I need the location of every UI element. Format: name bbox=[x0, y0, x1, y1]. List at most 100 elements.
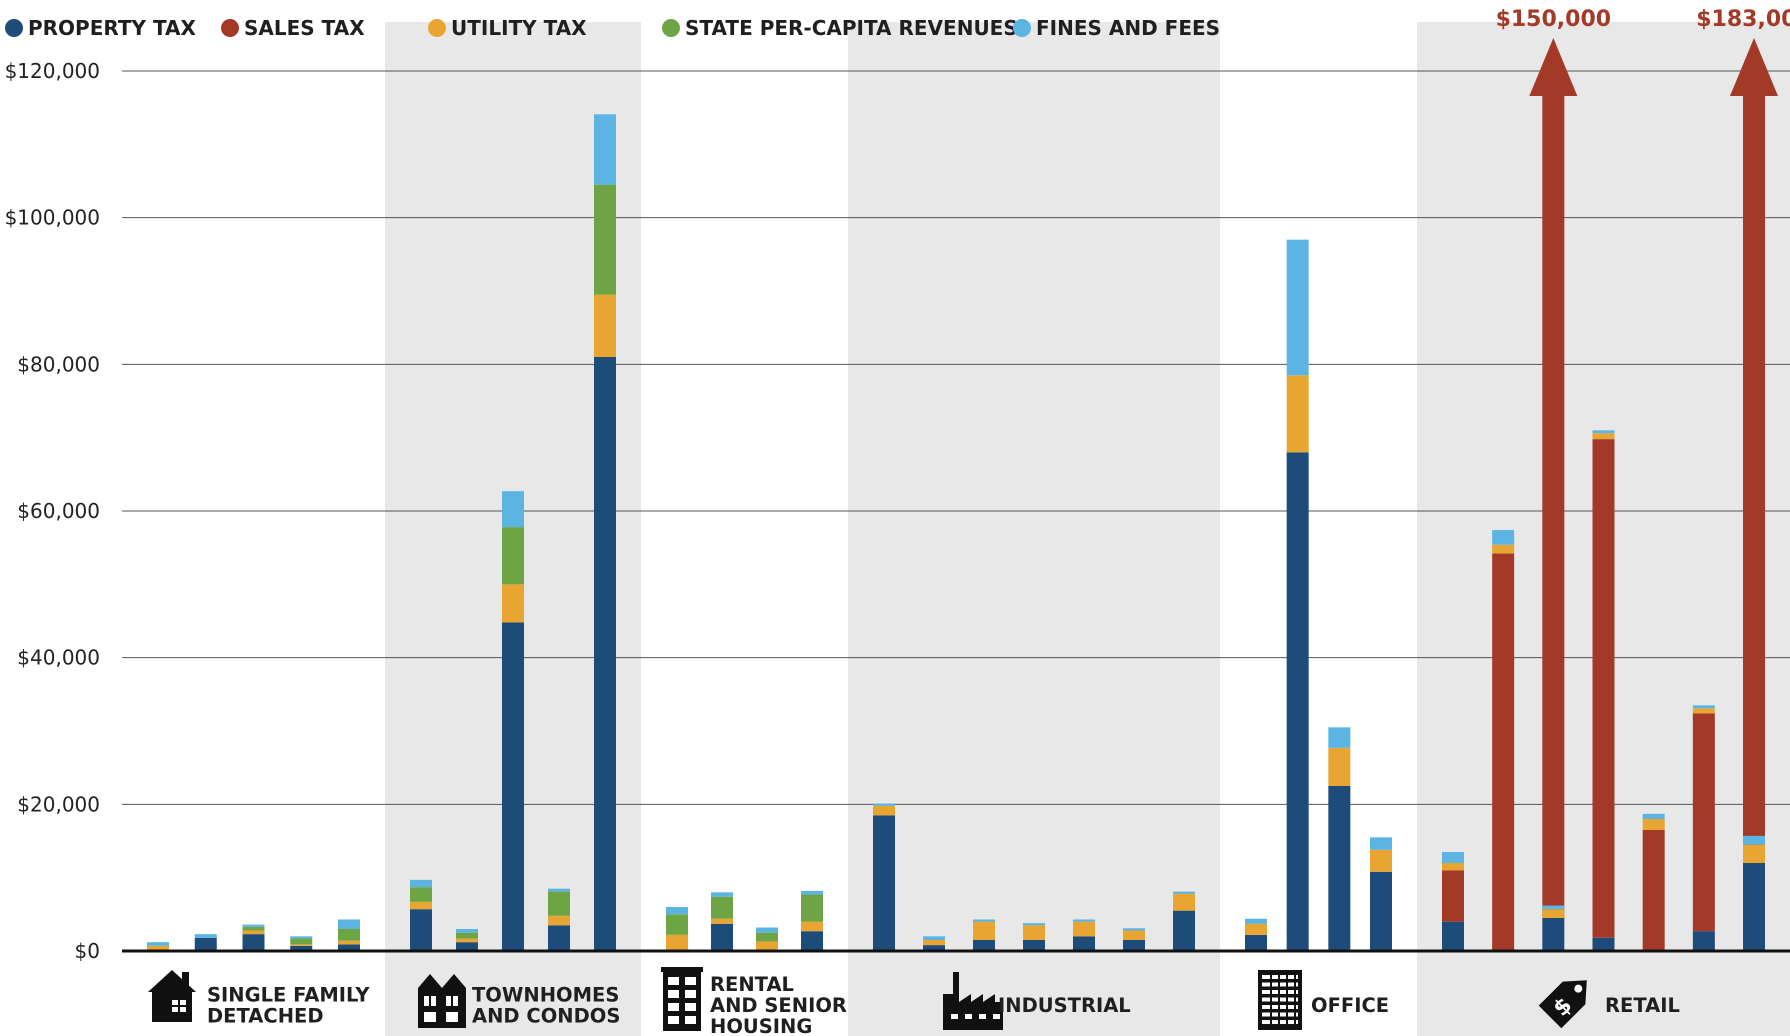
bar-segment-fines-and-fees bbox=[1592, 430, 1615, 434]
y-tick-label: $40,000 bbox=[17, 646, 100, 670]
bar-segment-property-tax bbox=[594, 357, 616, 951]
category-label: RETAIL bbox=[1605, 994, 1680, 1017]
bar-segment-state-per-capita bbox=[456, 932, 478, 939]
legend-label: SALES TAX bbox=[244, 16, 365, 40]
bar-segment-property-tax bbox=[242, 934, 265, 951]
bar-segment-property-tax bbox=[1173, 910, 1195, 951]
bar-segment-fines-and-fees bbox=[594, 114, 616, 185]
bar-segment-utility-tax bbox=[548, 915, 570, 926]
y-tick-label: $80,000 bbox=[17, 352, 100, 376]
bar-segment-property-tax bbox=[1023, 940, 1045, 951]
bar-segment-utility-tax bbox=[1370, 849, 1392, 872]
factory-icon bbox=[943, 972, 1003, 1030]
bar-segment-state-per-capita bbox=[242, 926, 265, 931]
bar-segment-utility-tax bbox=[242, 930, 265, 935]
legend-swatch-state-per-capita bbox=[662, 19, 680, 37]
bar-segment-state-per-capita bbox=[666, 914, 688, 935]
bar-segment-fines-and-fees bbox=[290, 936, 313, 939]
bar-segment-state-per-capita bbox=[594, 184, 616, 295]
bar-segment-utility-tax bbox=[1023, 925, 1045, 940]
bar-segment-fines-and-fees bbox=[548, 888, 570, 892]
bar-segment-fines-and-fees bbox=[1370, 837, 1392, 850]
bar-segment-fines-and-fees bbox=[1123, 928, 1145, 931]
bar-segment-property-tax bbox=[1123, 940, 1145, 951]
legend-label: FINES AND FEES bbox=[1036, 16, 1220, 40]
bar-segment-fines-and-fees bbox=[1542, 905, 1565, 910]
bar-segment-utility-tax bbox=[1692, 708, 1715, 714]
bar-segment-fines-and-fees bbox=[756, 927, 778, 933]
office-building-icon bbox=[1258, 970, 1302, 1030]
bar-segment-fines-and-fees bbox=[711, 892, 733, 897]
bar-segment-property-tax bbox=[1370, 871, 1392, 951]
legend-swatch-sales-tax bbox=[221, 19, 239, 37]
bar-segment-utility-tax bbox=[1442, 863, 1464, 871]
legend-label: PROPERTY TAX bbox=[28, 16, 197, 40]
bar-segment-fines-and-fees bbox=[242, 924, 265, 927]
bar-segment-property-tax bbox=[1073, 936, 1095, 951]
category-label: OFFICE bbox=[1311, 994, 1389, 1017]
bar-segment-fines-and-fees bbox=[1743, 835, 1765, 845]
bar-segment-utility-tax bbox=[1592, 433, 1615, 440]
apartment-building-icon bbox=[661, 967, 703, 1031]
bar-segment-property-tax bbox=[1692, 931, 1715, 951]
bar-segment-sales-tax bbox=[1542, 96, 1565, 918]
bar-segment-fines-and-fees bbox=[1286, 239, 1309, 376]
bar-segment-fines-and-fees bbox=[1173, 891, 1195, 894]
bar-segment-property-tax bbox=[502, 622, 524, 951]
bar-segment-property-tax bbox=[873, 815, 895, 951]
bar-segment-property-tax bbox=[456, 942, 478, 951]
bar-segment-utility-tax bbox=[711, 918, 733, 924]
bar-segment-fines-and-fees bbox=[1492, 530, 1515, 545]
bar-segment-property-tax bbox=[338, 944, 360, 951]
category-label: INDUSTRIAL bbox=[998, 994, 1131, 1017]
price-tag-icon: $ bbox=[1538, 980, 1587, 1029]
bar-segment-property-tax bbox=[711, 923, 733, 951]
bar-segment-utility-tax bbox=[973, 921, 995, 940]
bar-segment-utility-tax bbox=[1286, 375, 1309, 453]
bar-segment-property-tax bbox=[1442, 921, 1464, 951]
legend-swatch-fines-and-fees bbox=[1013, 19, 1031, 37]
bar-segment-utility-tax bbox=[1743, 844, 1765, 863]
bar-segment-state-per-capita bbox=[801, 894, 823, 922]
bar-segment-utility-tax bbox=[1542, 909, 1565, 918]
bar-segment-property-tax bbox=[1245, 934, 1267, 951]
bar-segment-utility-tax bbox=[1173, 893, 1195, 911]
bar-segment-sales-tax bbox=[1492, 553, 1515, 951]
legend-swatch-utility-tax bbox=[428, 19, 446, 37]
category-label: TOWNHOMES AND CONDOS bbox=[472, 984, 620, 1028]
bar-segment-fines-and-fees bbox=[801, 890, 823, 895]
bar-segment-utility-tax bbox=[456, 938, 478, 943]
bar-segment-property-tax bbox=[1328, 786, 1351, 951]
bar-segment-utility-tax bbox=[1328, 747, 1351, 786]
bar-segment-property-tax bbox=[290, 945, 313, 951]
bar-segment-property-tax bbox=[1743, 863, 1765, 951]
bar-segment-state-per-capita bbox=[756, 932, 778, 942]
legend-label: UTILITY TAX bbox=[451, 16, 587, 40]
bar-segment-property-tax bbox=[801, 931, 823, 951]
bar-segment-fines-and-fees bbox=[1642, 813, 1665, 819]
bar-segment-property-tax bbox=[973, 940, 995, 951]
bar-segment-fines-and-fees bbox=[502, 491, 524, 528]
bar-segment-utility-tax bbox=[1642, 819, 1665, 830]
legend: PROPERTY TAX SALES TAX UTILITY TAX STATE PE… bbox=[5, 16, 1220, 40]
bar-segment-fines-and-fees bbox=[1073, 919, 1095, 922]
bar-segment-utility-tax bbox=[1492, 544, 1515, 554]
bar-segment-utility-tax bbox=[873, 805, 895, 816]
bar-segment-property-tax bbox=[1542, 918, 1565, 951]
bar-segment-fines-and-fees bbox=[147, 942, 169, 946]
bar-segment-fines-and-fees bbox=[410, 879, 432, 888]
bar-segment-fines-and-fees bbox=[1245, 918, 1267, 924]
bar-segment-utility-tax bbox=[594, 294, 616, 357]
category-label: RENTAL AND SENIOR HOUSING bbox=[710, 973, 847, 1036]
bar-segment-property-tax bbox=[923, 945, 945, 951]
bar-segment-fines-and-fees bbox=[873, 803, 895, 806]
y-tick-label: $20,000 bbox=[17, 792, 100, 816]
bar-segment-utility-tax bbox=[756, 941, 778, 951]
bar-segment-sales-tax bbox=[1442, 870, 1464, 922]
group-band bbox=[848, 22, 1220, 1036]
bar-segment-fines-and-fees bbox=[194, 934, 217, 938]
bar-segment-state-per-capita bbox=[502, 527, 524, 585]
bar-segment-utility-tax bbox=[666, 934, 688, 951]
bar-segment-state-per-capita bbox=[338, 929, 360, 941]
bar-segment-utility-tax bbox=[338, 940, 360, 945]
